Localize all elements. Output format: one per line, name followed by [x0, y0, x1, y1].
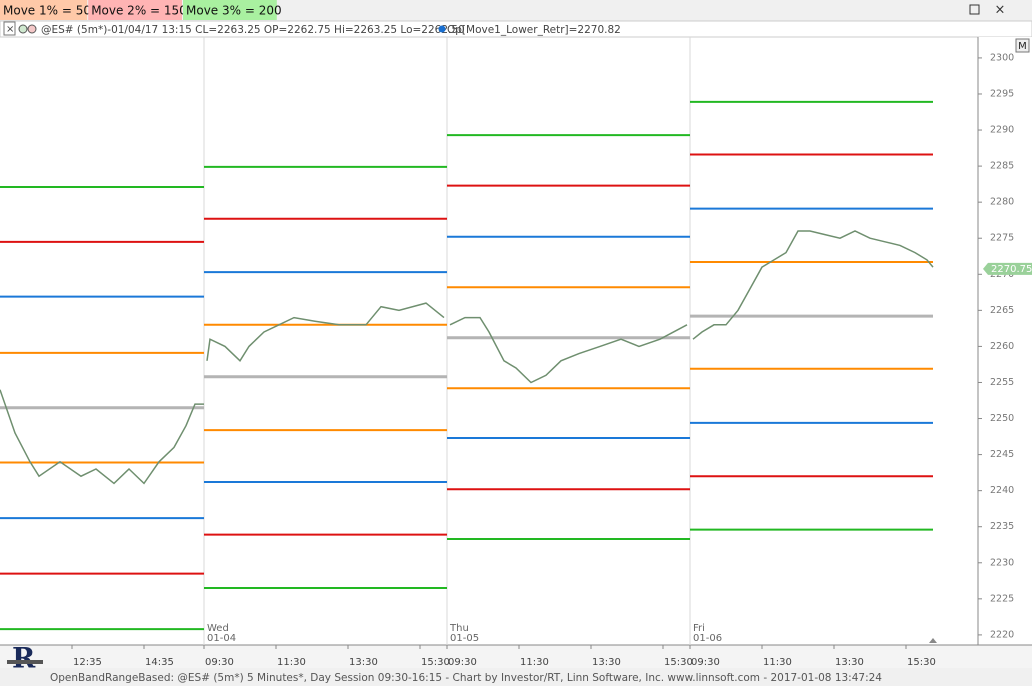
y-tick-label: 2235: [990, 521, 1014, 532]
y-tick-label: 2275: [990, 233, 1014, 244]
header-button-label[interactable]: Move 1% = 50: [3, 4, 91, 18]
day-label: Thu: [449, 623, 469, 634]
y-tick-label: 2250: [990, 413, 1014, 424]
y-tick-label: 2300: [990, 52, 1014, 63]
header-button-label[interactable]: Move 3% = 200: [186, 4, 282, 18]
logo-bar: [7, 660, 43, 664]
side-button-label[interactable]: M: [1018, 41, 1027, 52]
x-tick-label: 09:30: [205, 657, 234, 668]
header-button[interactable]: [183, 0, 277, 20]
date-label: 01-05: [450, 633, 479, 644]
day-label: Fri: [693, 623, 705, 634]
logo-letter: R: [12, 642, 36, 675]
x-tick-label: 13:30: [349, 657, 378, 668]
y-tick-label: 2255: [990, 377, 1014, 388]
y-tick-label: 2225: [990, 593, 1014, 604]
x-tick-label: 12:35: [73, 657, 102, 668]
x-tick-label: 13:30: [592, 657, 621, 668]
x-tick-label: 15:30: [421, 657, 450, 668]
y-tick-label: 2280: [990, 197, 1014, 208]
date-label: 01-04: [207, 633, 236, 644]
close-box[interactable]: [3, 21, 16, 36]
logo: R: [7, 642, 43, 675]
symbol-info: @ES# (5m*)-01/04/17 13:15 CL=2263.25 OP=…: [41, 24, 465, 36]
y-tick-label: 2240: [990, 485, 1014, 496]
close-button[interactable]: ×: [995, 3, 1006, 18]
y-tick-label: 2260: [990, 341, 1014, 352]
x-tick-label: 11:30: [277, 657, 306, 668]
y-tick-label: 2285: [990, 161, 1014, 172]
y-tick-label: 2290: [990, 125, 1014, 136]
y-tick-label: 2220: [990, 629, 1014, 640]
icon: [18, 24, 28, 34]
footer-bar: [0, 668, 1032, 686]
header-button[interactable]: [0, 0, 88, 20]
y-tick-label: 2265: [990, 305, 1014, 316]
date-label: 01-06: [693, 633, 722, 644]
last-price-label: 2270.75: [991, 264, 1032, 275]
day-label: Wed: [207, 623, 229, 634]
x-tick-label: 14:35: [145, 657, 174, 668]
last-price-tag: [983, 262, 1032, 275]
x-tick-label: 09:30: [691, 657, 720, 668]
x-tick-label: 11:30: [520, 657, 549, 668]
indicator-info: Op[Move1_Lower_Retr]=2270.82: [447, 24, 621, 36]
footer-text: OpenBandRangeBased: @ES# (5m*) 5 Minutes…: [50, 672, 882, 684]
header-button[interactable]: [88, 0, 182, 20]
price-line: [0, 230, 934, 485]
icon: [27, 24, 37, 34]
y-tick-label: 2245: [990, 449, 1014, 460]
header-button-label[interactable]: Move 2% = 150: [91, 4, 187, 18]
x-tick-label: 15:30: [664, 657, 693, 668]
scroll-marker: [929, 638, 937, 643]
status-bar: [0, 20, 1032, 38]
close-icon[interactable]: ×: [6, 24, 14, 35]
side-button[interactable]: [1015, 38, 1030, 53]
x-tick-label: 13:30: [835, 657, 864, 668]
x-tick-label: 11:30: [763, 657, 792, 668]
y-tick-label: 2230: [990, 557, 1014, 568]
x-tick-label: 09:30: [448, 657, 477, 668]
y-axis-panel: [978, 37, 1032, 645]
x-axis-panel: [0, 645, 1032, 668]
x-tick-label: 15:30: [907, 657, 936, 668]
plot-area: [0, 37, 934, 645]
restore-button[interactable]: [969, 4, 980, 15]
indicator-dot: [438, 25, 446, 33]
y-tick-label: 2295: [990, 88, 1014, 99]
